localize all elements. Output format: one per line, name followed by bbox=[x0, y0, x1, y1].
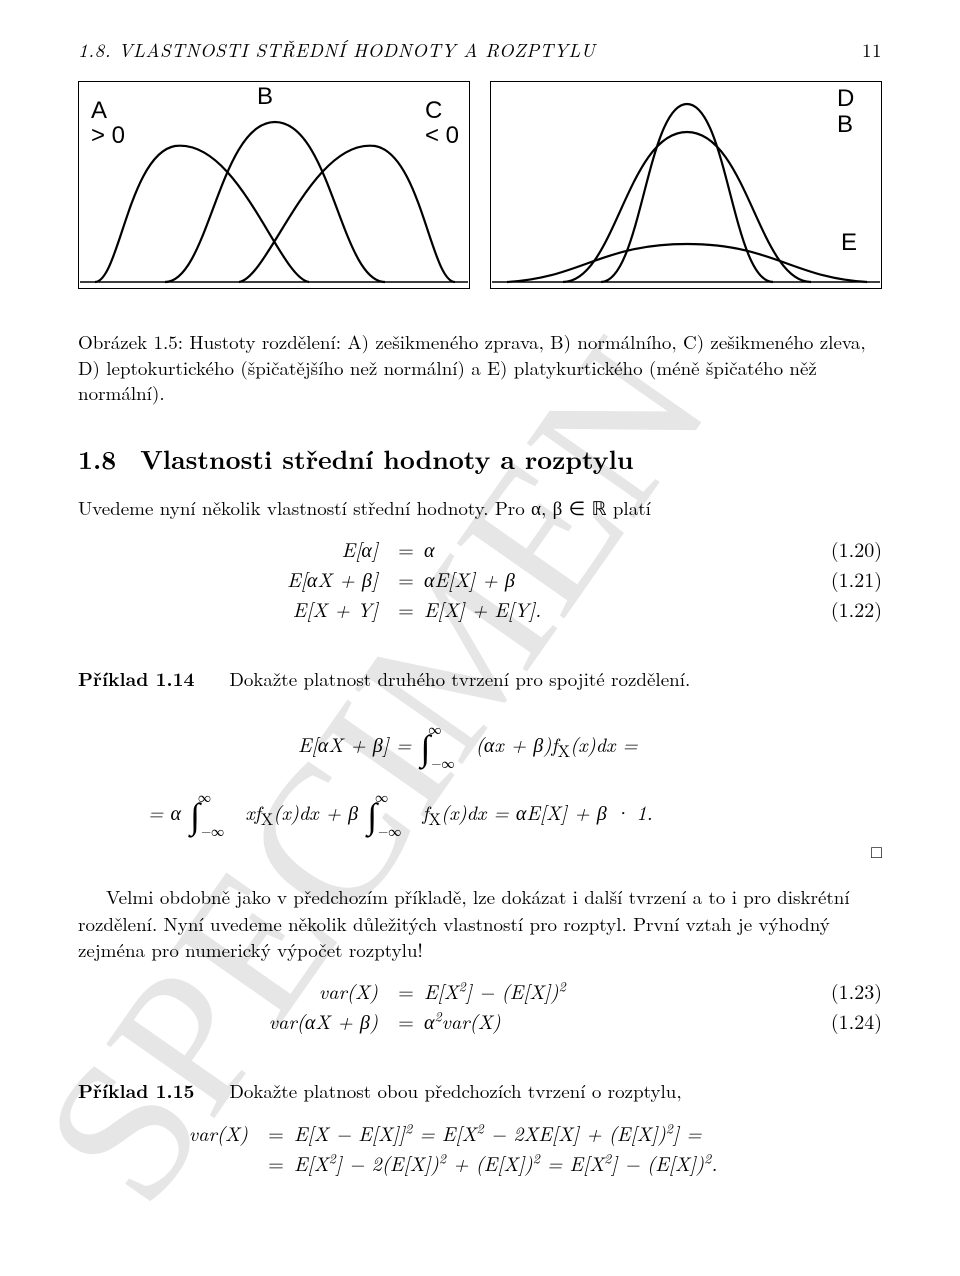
eq-1-24-num: (1.24) bbox=[802, 1006, 882, 1036]
eq-1-24-lhs: var(αX + β) bbox=[78, 1006, 388, 1036]
ex14-l2-fx1: X bbox=[261, 806, 274, 830]
ex14-l1-post: (x)dx = bbox=[570, 729, 638, 758]
label-B-left-text: B bbox=[257, 83, 273, 110]
eq-1-21: E[αX + β] = αE[X] + β (1.21) bbox=[78, 564, 882, 594]
label-B-left: B bbox=[257, 84, 273, 109]
ex14-l2-end: (x)dx = αE[X] + β · 1. bbox=[441, 797, 653, 826]
eq-1-22-rhs: E[X] + E[Y]. bbox=[424, 594, 802, 624]
label-A-text: A bbox=[91, 97, 107, 124]
eq-1-22-mid: = bbox=[388, 594, 424, 624]
ex14-l2-mid1: xf bbox=[245, 797, 260, 826]
intro-paragraph: Uvedeme nyní několik vlastností střední … bbox=[78, 495, 882, 522]
ex15-rhs2: E[X2] − 2(E[X])2 + (E[X])2 = E[X2] − (E[… bbox=[294, 1148, 802, 1178]
eq-1-24: var(αX + β) = α2var(X) (1.24) bbox=[78, 1006, 882, 1036]
ex14-l1-fx: X bbox=[558, 738, 571, 762]
ex14-l1-sup: ∞ bbox=[428, 719, 441, 738]
label-D-text: D bbox=[837, 85, 854, 112]
label-E: E bbox=[841, 230, 857, 255]
example-1-14-head: Příklad 1.14 Dokažte platnost druhého tv… bbox=[78, 664, 882, 692]
eq-1-22-num: (1.22) bbox=[802, 594, 882, 624]
ex14-l2-sub2: −∞ bbox=[378, 821, 401, 840]
ex14-l1-int: (αx + β)f bbox=[476, 729, 558, 758]
example-1-15-head: Příklad 1.15 Dokažte platnost obou předc… bbox=[78, 1076, 882, 1104]
eq-1-23-rhs: E[X2] − (E[X])2 bbox=[424, 976, 802, 1006]
label-C-text: C bbox=[425, 97, 442, 124]
eq-1-20-rhs: α bbox=[424, 534, 802, 564]
figure-caption: Obrázek 1.5: Hustoty rozdělení: A) zešik… bbox=[78, 329, 882, 406]
eq-1-21-mid: = bbox=[388, 564, 424, 594]
ex14-l2-mid2: (x)dx + β bbox=[273, 797, 358, 826]
running-head-title: 1.8. VLASTNOSTI STŘEDNÍ HODNOTY A ROZPTY… bbox=[78, 36, 595, 63]
label-A: A > 0 bbox=[91, 98, 125, 148]
ex14-l2-sup2: ∞ bbox=[375, 787, 388, 806]
kurtosis-curves bbox=[491, 82, 881, 288]
label-E-text: E bbox=[841, 229, 857, 256]
ex15-mid2: = bbox=[258, 1148, 294, 1178]
example-1-14-line2: = α ∫∞−∞ xfX(x)dx + β ∫∞−∞ fX(x)dx = αE[… bbox=[78, 774, 882, 839]
label-B-right: B bbox=[837, 112, 853, 137]
ex14-l1-sub: −∞ bbox=[431, 753, 454, 772]
figure-panel-skewness: A > 0 B C < 0 bbox=[78, 81, 470, 289]
eq-1-21-num: (1.21) bbox=[802, 564, 882, 594]
eq-1-21-rhs: αE[X] + β bbox=[424, 564, 802, 594]
ex14-l2-fx2: X bbox=[429, 806, 442, 830]
figure-1-5: A > 0 B C < 0 bbox=[78, 81, 882, 289]
caption-prefix: Obrázek 1.5: bbox=[78, 328, 183, 355]
section-number: 1.8 bbox=[78, 440, 116, 477]
eq-1-24-mid: = bbox=[388, 1006, 424, 1036]
eq-1-23: var(X) = E[X2] − (E[X])2 (1.23) bbox=[78, 976, 882, 1006]
section-title: Vlastnosti střední hodnoty a rozptylu bbox=[140, 440, 633, 477]
example-1-15-proof: var(X) = E[X − E[X]]2 = E[X2 − 2XE[X] + … bbox=[78, 1118, 882, 1178]
caption-text: Hustoty rozdělení: A) zešikmeného zprava… bbox=[78, 328, 866, 406]
variance-equations: var(X) = E[X2] − (E[X])2 (1.23) var(αX +… bbox=[78, 976, 882, 1036]
label-C-sub: < 0 bbox=[425, 122, 459, 149]
eq-1-22: E[X + Y] = E[X] + E[Y]. (1.22) bbox=[78, 594, 882, 624]
eq-1-22-lhs: E[X + Y] bbox=[78, 594, 388, 624]
ex15-lhs: var(X) bbox=[78, 1118, 258, 1148]
mean-equations: E[α] = α (1.20) E[αX + β] = αE[X] + β (1… bbox=[78, 534, 882, 624]
example-1-14-line1: E[αX + β] = ∫∞−∞ (αx + β)fX(x)dx = bbox=[78, 706, 882, 771]
eq-1-21-lhs: E[αX + β] bbox=[78, 564, 388, 594]
label-B-right-text: B bbox=[837, 111, 853, 138]
example-1-15-text: Dokažte platnost obou předchozích tvrzen… bbox=[229, 1077, 681, 1104]
label-A-sub: > 0 bbox=[91, 122, 125, 149]
running-head: 1.8. VLASTNOSTI STŘEDNÍ HODNOTY A ROZPTY… bbox=[78, 36, 882, 63]
ex15-row2: = E[X2] − 2(E[X])2 + (E[X])2 = E[X2] − (… bbox=[78, 1148, 882, 1178]
eq-1-20-mid: = bbox=[388, 534, 424, 564]
qed-1: □ bbox=[78, 839, 882, 864]
section-heading: 1.8 Vlastnosti střední hodnoty a rozptylu bbox=[78, 440, 882, 477]
eq-1-23-lhs: var(X) bbox=[78, 976, 388, 1006]
label-C: C < 0 bbox=[425, 98, 459, 148]
example-1-15-label: Příklad 1.15 bbox=[78, 1076, 194, 1104]
eq-1-20-num: (1.20) bbox=[802, 534, 882, 564]
label-D: D bbox=[837, 86, 854, 111]
eq-1-24-rhs: α2var(X) bbox=[424, 1006, 802, 1036]
ex14-l1-pre: E[αX + β] = bbox=[298, 729, 418, 758]
example-1-14-text: Dokažte platnost druhého tvrzení pro spo… bbox=[229, 665, 690, 692]
ex14-l2-pre: = α bbox=[148, 797, 181, 826]
ex15-row1: var(X) = E[X − E[X]]2 = E[X2 − 2XE[X] + … bbox=[78, 1118, 882, 1148]
eq-1-20-lhs: E[α] bbox=[78, 534, 388, 564]
ex15-mid1: = bbox=[258, 1118, 294, 1148]
ex14-l2-sub1: −∞ bbox=[201, 821, 224, 840]
page-number: 11 bbox=[862, 36, 882, 63]
ex14-l2-sup1: ∞ bbox=[198, 787, 211, 806]
after-example-paragraph: Velmi obdobně jako v předchozím příkladě… bbox=[78, 884, 882, 964]
eq-1-23-num: (1.23) bbox=[802, 976, 882, 1006]
skewness-curves bbox=[79, 82, 469, 288]
figure-panel-kurtosis: D B E bbox=[490, 81, 882, 289]
eq-1-20: E[α] = α (1.20) bbox=[78, 534, 882, 564]
ex15-rhs1: E[X − E[X]]2 = E[X2 − 2XE[X] + (E[X])2] … bbox=[294, 1118, 802, 1148]
example-1-14-label: Příklad 1.14 bbox=[78, 664, 194, 692]
eq-1-23-mid: = bbox=[388, 976, 424, 1006]
